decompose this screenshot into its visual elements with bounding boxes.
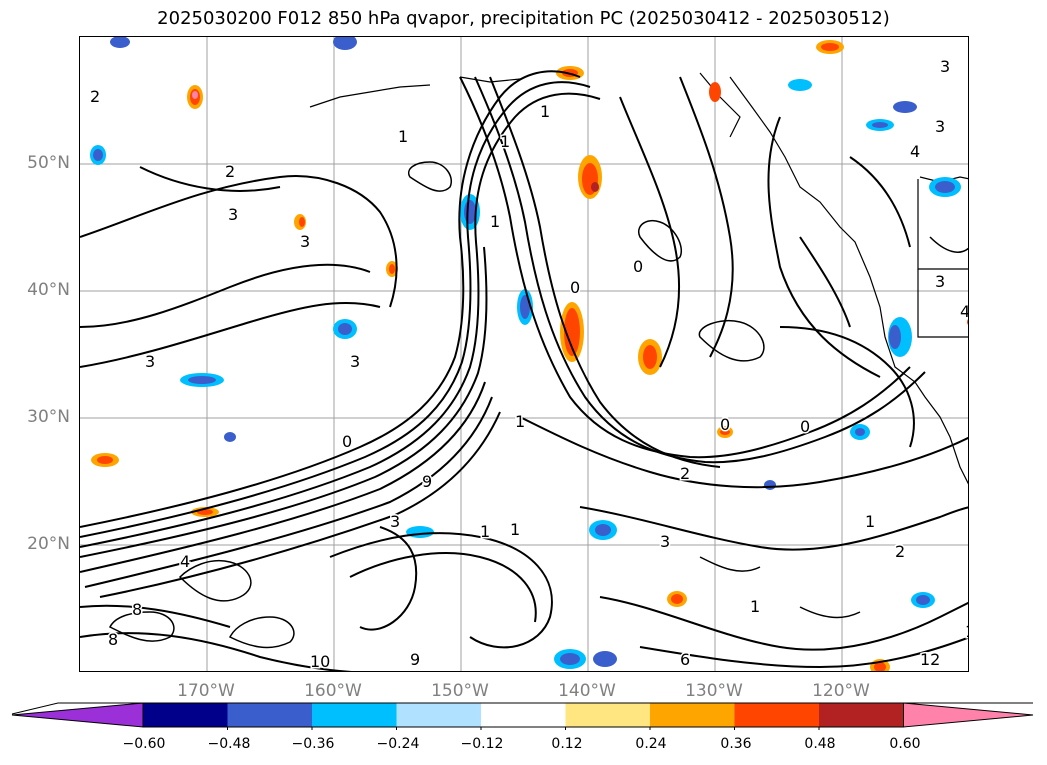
coastline [309,72,968,485]
contour-label: 1 [480,522,490,541]
contour-label: 6 [680,650,690,669]
contour-label: 3 [390,512,400,531]
lat-label-30n: 30°N [27,407,70,427]
colorbar-tick-6: 0.24 [635,736,667,752]
colorbar-tick-0: −0.60 [122,736,166,752]
contour-label: 1 [865,512,875,531]
colorbar-segment [227,703,313,727]
colorbar-tick-9: 0.60 [889,736,921,752]
contour-label: 8 [132,600,142,619]
contour-label: 3 [228,205,238,224]
colorbar-segment [734,703,820,727]
contour-label: 4 [180,552,190,571]
contour-label: 0 [570,278,580,297]
contour-label: 10 [965,622,969,641]
contour-label: 12 [920,650,940,669]
contour-label: 1 [540,102,550,121]
contour-label: 2 [680,464,690,483]
contour-label: 8 [108,630,118,649]
contour-label: 0 [342,432,352,451]
contour-label: 1 [500,132,510,151]
colorbar-tick-5: 0.12 [551,736,583,752]
contour-map: 1233110310302123143431234110120869108931… [80,37,969,672]
lon-label-160w: 160°W [304,681,362,701]
contour-label: 1 [510,520,520,539]
contour-label: 3 [350,352,360,371]
contour-label: 9 [410,650,420,669]
contour-label: 4 [910,142,920,161]
contour-label: 2 [895,542,905,561]
contour-label: 9 [422,472,432,491]
colorbar-tick-2: −0.36 [291,736,335,752]
contour-label: 10 [310,652,330,671]
lat-label-40n: 40°N [27,280,70,300]
lon-label-170w: 170°W [177,681,235,701]
colorbar-segment [396,703,482,727]
contour-label: 3 [935,117,945,136]
precipitation-shading [90,37,968,671]
lon-label-150w: 150°W [431,681,489,701]
colorbar-segment [819,703,904,727]
contour-label: 3 [145,352,155,371]
lon-label-120w: 120°W [812,681,870,701]
contour-label: 1 [398,127,408,146]
colorbar [11,702,1034,730]
contour-labels: 1233110310302123143431234110120869108931… [89,56,969,672]
contour-label: 3 [940,57,950,76]
colorbar-tick-8: 0.48 [804,736,836,752]
contour-label: 0 [720,415,730,434]
colorbar-extend-high [903,702,1034,728]
contour-label: 0 [633,257,643,276]
map-title: 2025030200 F012 850 hPa qvapor, precipit… [157,8,890,29]
colorbar-segment [565,703,651,727]
qvapor-contours [80,70,968,671]
lon-label-140w: 140°W [558,681,616,701]
lat-label-50n: 50°N [27,153,70,173]
contour-label: 1 [750,597,760,616]
colorbar-tick-1: −0.48 [207,736,251,752]
colorbar-segment [312,703,397,727]
graticule [80,37,968,671]
contour-label: 1 [515,412,525,431]
minor-contours [108,161,968,649]
lon-label-130w: 130°W [685,681,743,701]
contour-label: 2 [90,87,100,106]
colorbar-segment [143,703,228,727]
contour-label: 3 [660,532,670,551]
colorbar-extend-low [11,702,144,728]
colorbar-segment [650,703,735,727]
map-panel: 1233110310302123143431234110120869108931… [79,36,969,672]
contour-label: 4 [960,302,969,321]
colorbar-segment [481,703,566,727]
contour-label: 3 [300,232,310,251]
colorbar-tick-3: −0.24 [376,736,420,752]
lat-label-20n: 20°N [27,534,70,554]
contour-label: 3 [935,272,945,291]
colorbar-tick-7: 0.36 [720,736,752,752]
colorbar-tick-4: −0.12 [460,736,504,752]
contour-label: 2 [225,162,235,181]
contour-label: 0 [800,417,810,436]
contour-label: 1 [490,212,500,231]
